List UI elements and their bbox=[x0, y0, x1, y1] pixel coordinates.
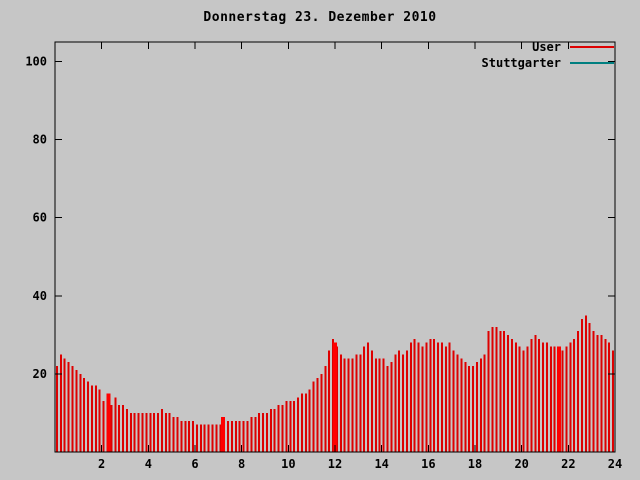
x-tick-label: 18 bbox=[468, 457, 482, 471]
y-tick-label: 60 bbox=[33, 211, 47, 225]
legend-entry-user: User bbox=[471, 40, 614, 54]
y-tick-label: 20 bbox=[33, 367, 47, 381]
y-tick-label: 40 bbox=[33, 289, 47, 303]
x-tick-label: 2 bbox=[98, 457, 105, 471]
x-tick-label: 10 bbox=[281, 457, 295, 471]
legend-label-user: User bbox=[532, 40, 561, 54]
y-tick-label: 100 bbox=[25, 55, 47, 69]
x-tick-label: 8 bbox=[238, 457, 245, 471]
x-tick-label: 22 bbox=[561, 457, 575, 471]
y-tick-label: 80 bbox=[33, 133, 47, 147]
legend-entry-stuttgarter: Stuttgarter bbox=[471, 56, 614, 70]
legend-line-stuttgarter bbox=[570, 62, 614, 64]
x-tick-label: 20 bbox=[514, 457, 528, 471]
chart-title: Donnerstag 23. Dezember 2010 bbox=[203, 10, 437, 25]
legend-label-stuttgarter: Stuttgarter bbox=[481, 56, 561, 70]
x-tick-label: 6 bbox=[191, 457, 198, 471]
x-tick-label: 16 bbox=[421, 457, 435, 471]
x-tick-label: 14 bbox=[374, 457, 388, 471]
x-tick-label: 12 bbox=[328, 457, 342, 471]
legend-line-user bbox=[570, 46, 614, 48]
x-tick-label: 24 bbox=[608, 457, 622, 471]
x-tick-label: 4 bbox=[145, 457, 152, 471]
